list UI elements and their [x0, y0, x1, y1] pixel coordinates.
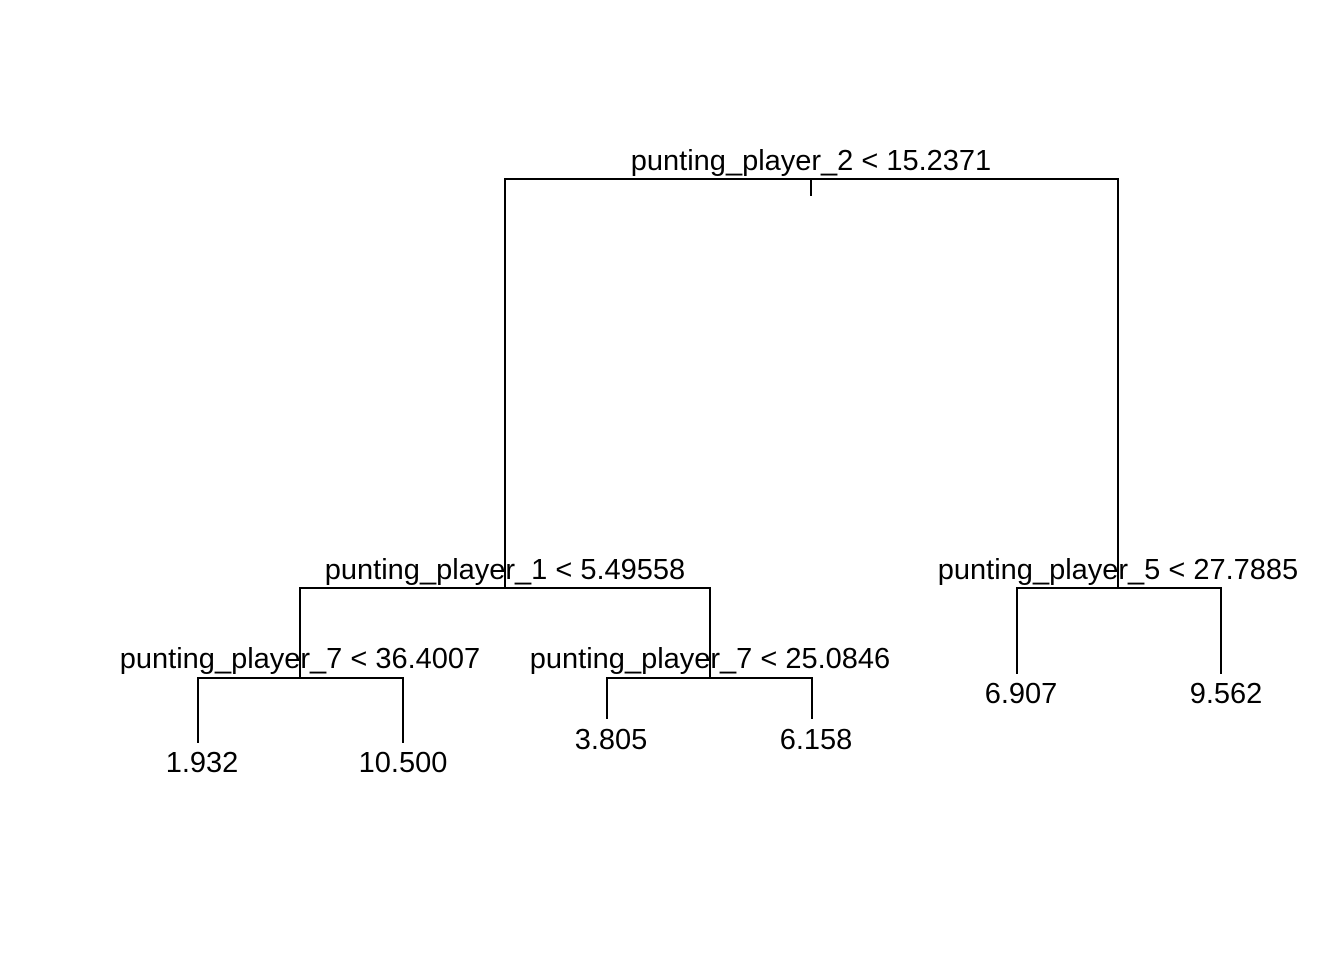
- left-right-split-label: punting_player_7 < 25.0846: [530, 643, 890, 675]
- leaf-5-label: 6.907: [985, 678, 1058, 710]
- leaf-3-label: 3.805: [575, 724, 648, 756]
- left-left-split-label: punting_player_7 < 36.4007: [120, 643, 480, 675]
- root-split-label: punting_player_2 < 15.2371: [631, 145, 991, 177]
- leaf-6-label: 9.562: [1190, 678, 1263, 710]
- leaf-4-label: 6.158: [780, 724, 853, 756]
- left-split-label: punting_player_1 < 5.49558: [325, 554, 685, 586]
- right-split-label: punting_player_5 < 27.7885: [938, 554, 1298, 586]
- leaf-1-label: 1.932: [166, 747, 239, 779]
- leaf-2-label: 10.500: [359, 747, 448, 779]
